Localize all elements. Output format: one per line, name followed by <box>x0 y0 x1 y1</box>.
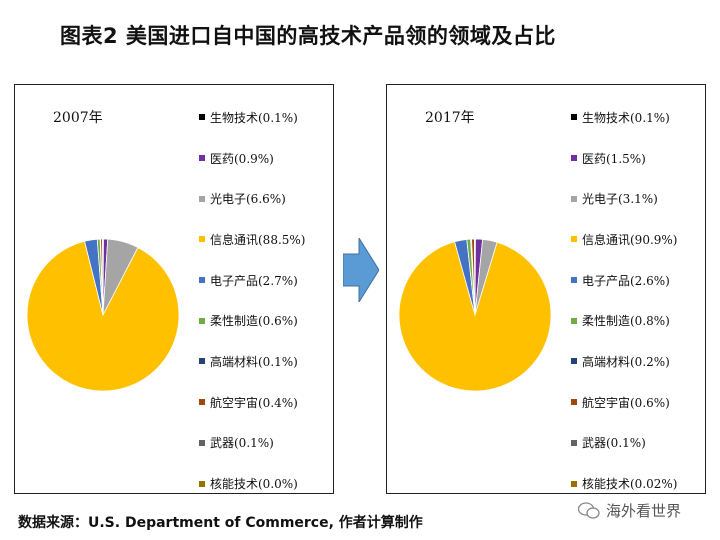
legend-label: 航空宇宙(0.6%) <box>582 395 670 410</box>
legend-2007: 生物技术(0.1%) 医药(0.9%) 光电子(6.6%) 信息通讯(88.5%) 电子… <box>199 97 306 504</box>
legend-label: 武器(0.1%) <box>210 436 274 451</box>
legend-swatch <box>571 358 577 365</box>
legend-item: 航空宇宙(0.6%) <box>571 382 678 423</box>
legend-item: 航空宇宙(0.4%) <box>199 382 306 423</box>
pie-slice-3 <box>26 240 180 392</box>
legend-swatch <box>571 236 577 243</box>
legend-item: 医药(1.5%) <box>571 138 678 179</box>
legend-item: 柔性制造(0.8%) <box>571 300 678 341</box>
figure-title: 图表2 美国进口自中国的高技术产品领的领域及占比 <box>60 24 556 48</box>
watermark: 海外看世界 <box>578 500 681 521</box>
legend-2017: 生物技术(0.1%) 医药(1.5%) 光电子(3.1%) 信息通讯(90.9%) 电子… <box>571 97 678 504</box>
legend-label: 光电子(3.1%) <box>582 192 658 207</box>
legend-label: 信息通讯(88.5%) <box>210 232 306 247</box>
legend-swatch <box>199 277 205 284</box>
legend-item: 武器(0.1%) <box>571 423 678 464</box>
legend-label: 电子产品(2.6%) <box>582 273 670 288</box>
data-source-note: 数据来源：U.S. Department of Commerce, 作者计算制作 <box>18 515 423 531</box>
legend-label: 柔性制造(0.8%) <box>582 314 670 329</box>
legend-label: 核能技术(0.02%) <box>582 477 678 492</box>
legend-item: 生物技术(0.1%) <box>571 97 678 138</box>
legend-swatch <box>199 195 205 202</box>
legend-label: 生物技术(0.1%) <box>210 110 298 125</box>
legend-swatch <box>571 480 577 487</box>
legend-item: 柔性制造(0.6%) <box>199 300 306 341</box>
legend-item: 核能技术(0.02%) <box>571 463 678 504</box>
chat-bubble-icon <box>578 501 600 519</box>
chart-panel-2017: 2017年 生物技术(0.1%) 医药(1.5%) 光电子(3.1%) 信息通讯(90… <box>386 84 706 494</box>
legend-item: 高端材料(0.1%) <box>199 341 306 382</box>
chart-year-label: 2017年 <box>425 110 475 126</box>
chart-year-label: 2007年 <box>53 110 103 126</box>
legend-swatch <box>199 480 205 487</box>
watermark-text: 海外看世界 <box>606 502 682 520</box>
legend-swatch <box>571 317 577 324</box>
legend-label: 医药(1.5%) <box>582 151 646 166</box>
legend-item: 医药(0.9%) <box>199 138 306 179</box>
legend-label: 高端材料(0.2%) <box>582 354 670 369</box>
legend-swatch <box>571 114 577 121</box>
legend-item: 信息通讯(88.5%) <box>199 219 306 260</box>
legend-label: 高端材料(0.1%) <box>210 354 298 369</box>
legend-item: 武器(0.1%) <box>199 423 306 464</box>
legend-swatch <box>199 358 205 365</box>
legend-swatch <box>571 439 577 446</box>
pie-chart-2017 <box>398 238 552 392</box>
legend-swatch <box>199 439 205 446</box>
chart-panel-2007: 2007年 生物技术(0.1%) 医药(0.9%) 光电子(6.6%) 信息通讯(88… <box>14 84 334 494</box>
legend-label: 电子产品(2.7%) <box>210 273 298 288</box>
legend-item: 光电子(3.1%) <box>571 178 678 219</box>
legend-label: 生物技术(0.1%) <box>582 110 670 125</box>
legend-item: 信息通讯(90.9%) <box>571 219 678 260</box>
legend-item: 电子产品(2.6%) <box>571 260 678 301</box>
legend-item: 生物技术(0.1%) <box>199 97 306 138</box>
legend-swatch <box>571 277 577 284</box>
legend-label: 柔性制造(0.6%) <box>210 314 298 329</box>
legend-label: 武器(0.1%) <box>582 436 646 451</box>
legend-item: 电子产品(2.7%) <box>199 260 306 301</box>
legend-swatch <box>199 399 205 406</box>
legend-label: 信息通讯(90.9%) <box>582 232 678 247</box>
pie-chart-2007 <box>26 238 180 392</box>
legend-swatch <box>571 155 577 162</box>
arrow-right-icon <box>343 238 379 302</box>
legend-swatch <box>199 155 205 162</box>
legend-swatch <box>199 317 205 324</box>
legend-swatch <box>571 399 577 406</box>
legend-swatch <box>199 114 205 121</box>
legend-label: 航空宇宙(0.4%) <box>210 395 298 410</box>
legend-item: 光电子(6.6%) <box>199 178 306 219</box>
legend-item: 核能技术(0.0%) <box>199 463 306 504</box>
pie-slice-3 <box>398 241 552 392</box>
legend-label: 光电子(6.6%) <box>210 192 286 207</box>
legend-swatch <box>571 195 577 202</box>
legend-item: 高端材料(0.2%) <box>571 341 678 382</box>
legend-label: 核能技术(0.0%) <box>210 477 298 492</box>
legend-label: 医药(0.9%) <box>210 151 274 166</box>
legend-swatch <box>199 236 205 243</box>
